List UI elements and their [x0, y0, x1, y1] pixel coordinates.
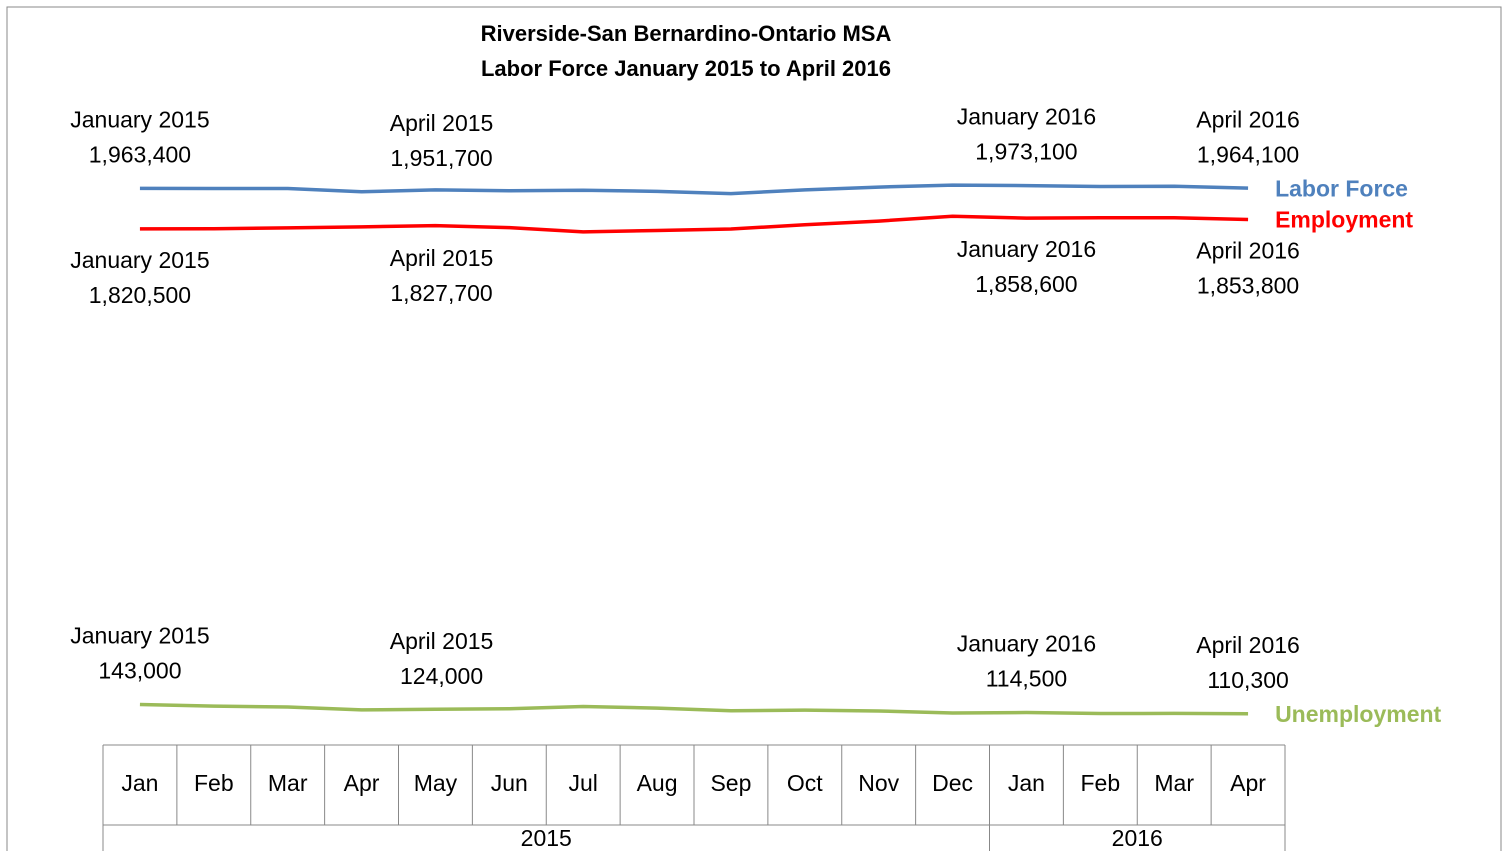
x-tick-label: May: [414, 770, 458, 796]
data-label: 114,500: [986, 666, 1067, 692]
data-label: 1,827,700: [390, 280, 492, 306]
data-label: 1,853,800: [1197, 273, 1299, 299]
chart-subtitle: Labor Force January 2015 to April 2016: [481, 56, 891, 81]
x-tick-label: Jan: [121, 770, 158, 796]
x-tick-label: Dec: [932, 770, 973, 796]
data-label: 1,964,100: [1197, 141, 1299, 167]
legend-label: Unemployment: [1275, 701, 1441, 727]
x-tick-label: Apr: [344, 770, 380, 796]
legend-label: Employment: [1275, 207, 1413, 233]
annotation-date: January 2015: [70, 247, 209, 273]
data-label: 143,000: [98, 658, 181, 684]
annotation-date: April 2016: [1196, 106, 1300, 132]
data-label: 124,000: [400, 663, 483, 689]
x-tick-label: Feb: [1080, 770, 1120, 796]
data-label: 1,858,600: [975, 271, 1077, 297]
annotation-date: January 2016: [957, 104, 1096, 130]
annotation-date: January 2016: [957, 236, 1096, 262]
chart-title: Riverside-San Bernardino-Ontario MSA: [481, 21, 892, 46]
x-tick-label: Aug: [637, 770, 678, 796]
x-tick-label: Jan: [1008, 770, 1045, 796]
data-label: 110,300: [1207, 667, 1288, 693]
x-tick-label: Feb: [194, 770, 234, 796]
x-group-label: 2015: [521, 825, 572, 851]
x-tick-label: Mar: [268, 770, 308, 796]
annotation-date: April 2015: [390, 110, 494, 136]
annotation-date: January 2016: [957, 631, 1096, 657]
series-line: [139, 702, 1249, 716]
annotation-date: April 2016: [1196, 238, 1300, 264]
chart-border: [6, 6, 1502, 851]
x-tick-label: Nov: [858, 770, 899, 796]
data-label: 1,973,100: [975, 139, 1077, 165]
legend-label: Labor Force: [1275, 175, 1408, 201]
annotation-date: April 2016: [1196, 632, 1300, 658]
series-line: [139, 214, 1249, 234]
series-line: [139, 183, 1249, 196]
x-tick-label: Jul: [568, 770, 597, 796]
annotation-date: April 2015: [390, 245, 494, 271]
x-tick-label: Apr: [1230, 770, 1266, 796]
x-tick-label: Oct: [787, 770, 823, 796]
data-label: 1,951,700: [390, 145, 492, 171]
data-label: 1,963,400: [89, 141, 191, 167]
annotation-date: January 2015: [70, 106, 209, 132]
x-tick-label: Mar: [1154, 770, 1194, 796]
annotation-date: April 2015: [390, 628, 494, 654]
x-tick-label: Sep: [710, 770, 751, 796]
x-tick-label: Jun: [491, 770, 528, 796]
annotation-date: January 2015: [70, 623, 209, 649]
x-group-label: 2016: [1112, 825, 1163, 851]
data-label: 1,820,500: [89, 282, 191, 308]
